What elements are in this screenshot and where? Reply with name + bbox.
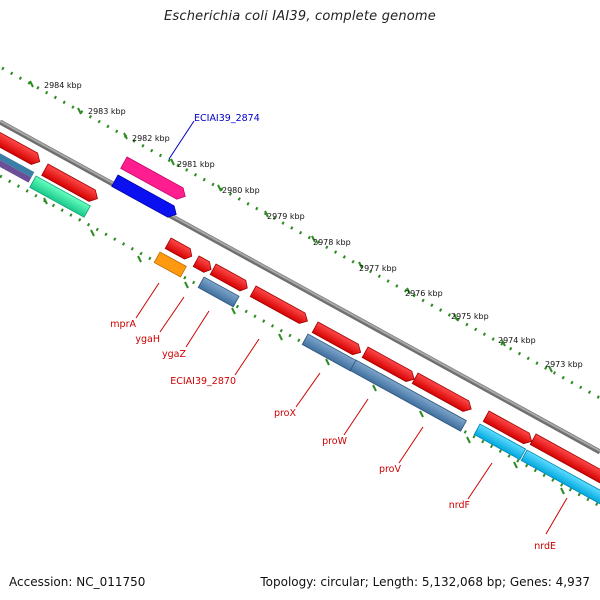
gene-label: ygaH (135, 334, 160, 345)
gene-arrow (361, 346, 415, 383)
kbp-label: 2981 kbp (177, 160, 215, 169)
kbp-label: 2984 kbp (44, 81, 82, 90)
gene-arrow-ECIAI39_2874 (120, 156, 186, 200)
gene-features (0, 127, 600, 505)
gene-arrow (197, 276, 240, 308)
gene-arrow-proW (349, 359, 467, 432)
kbp-label: 2976 kbp (405, 289, 443, 298)
kbp-label: 2975 kbp (451, 312, 489, 321)
ruler-inner (0, 174, 600, 508)
gene-arrow (0, 127, 41, 165)
label-leaders (135, 282, 568, 535)
kbp-label: 2978 kbp (313, 238, 351, 247)
gene-label: ECIAI39_2870 (170, 376, 236, 387)
gene-label: proV (379, 464, 402, 475)
genome-summary: Topology: circular; Length: 5,132,068 bp… (260, 575, 590, 589)
highlight-gene-label: ECIAI39_2874 (194, 113, 260, 124)
gene-arrow (209, 263, 248, 292)
gene-label: mprA (110, 319, 136, 330)
ruler-outer (1, 66, 600, 400)
gene-arrow-nrdF (473, 423, 527, 461)
gene-label: ygaZ (162, 349, 186, 360)
ruler-major-ticks (29, 80, 565, 495)
gene-label: nrdE (534, 541, 556, 552)
accession-label: Accession: NC_011750 (9, 575, 146, 589)
gene-label: proX (274, 408, 297, 419)
gene-arrow (249, 285, 308, 324)
kbp-label: 2973 kbp (545, 360, 583, 369)
kbp-label: 2982 kbp (132, 134, 170, 143)
kbp-label: 2980 kbp (222, 186, 260, 195)
gene-arrow (529, 433, 600, 484)
kbp-label: 2983 kbp (88, 107, 126, 116)
gene-label: nrdF (449, 500, 470, 511)
gene-arrow (29, 175, 91, 218)
gene-arrow (164, 237, 193, 260)
kbp-label: 2979 kbp (267, 212, 305, 221)
genome-backbone (0, 119, 600, 455)
gene-arrow (111, 174, 177, 218)
gene-labels: mprA ygaH ygaZ ECIAI39_2870 proX proW pr… (110, 319, 556, 552)
gene-arrow (311, 321, 362, 356)
kbp-label: 2977 kbp (359, 264, 397, 273)
gene-arrow (411, 372, 472, 412)
gene-arrow-mprA (153, 251, 187, 278)
gene-arrow (192, 255, 212, 273)
gene-arrow (482, 410, 533, 445)
highlight-annotation: ECIAI39_2874 (168, 113, 260, 160)
gene-label: proW (322, 436, 348, 447)
kbp-label: 2974 kbp (498, 336, 536, 345)
gene-arrow (0, 150, 35, 183)
map-title: Escherichia coli IAI39, complete genome (163, 9, 436, 24)
kbp-labels: 2984 kbp 2983 kbp 2982 kbp 2981 kbp 2980… (44, 81, 583, 369)
gene-arrow (41, 163, 98, 202)
gene-arrow-nrdE (520, 449, 600, 505)
